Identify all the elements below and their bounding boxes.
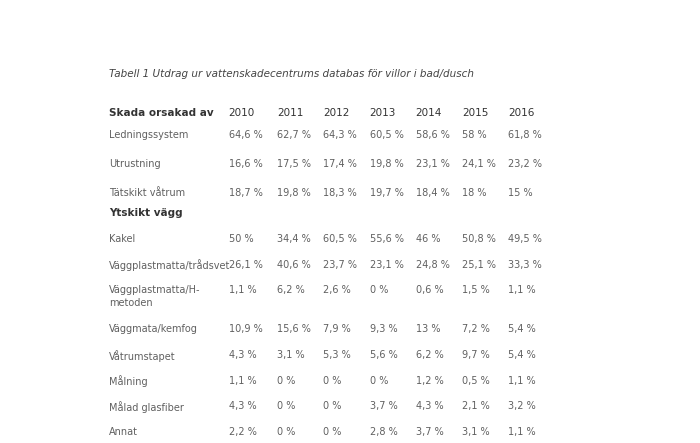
Text: 46 %: 46 % [416, 234, 440, 244]
Text: 40,6 %: 40,6 % [277, 260, 311, 269]
Text: 2015: 2015 [462, 108, 488, 118]
Text: 19,8 %: 19,8 % [370, 159, 403, 169]
Text: 3,2 %: 3,2 % [508, 401, 536, 411]
Text: 6,2 %: 6,2 % [416, 350, 444, 360]
Text: 1,2 %: 1,2 % [416, 376, 444, 385]
Text: 17,4 %: 17,4 % [323, 159, 358, 169]
Text: 15,6 %: 15,6 % [277, 324, 312, 334]
Text: 13 %: 13 % [416, 324, 440, 334]
Text: 1,1 %: 1,1 % [508, 427, 536, 437]
Text: 5,4 %: 5,4 % [508, 350, 536, 360]
Text: 4,3 %: 4,3 % [228, 401, 256, 411]
Text: 4,3 %: 4,3 % [416, 401, 443, 411]
Text: 24,1 %: 24,1 % [462, 159, 496, 169]
Text: 4,3 %: 4,3 % [228, 350, 256, 360]
Text: 5,4 %: 5,4 % [508, 324, 536, 334]
Text: 60,5 %: 60,5 % [370, 130, 403, 140]
Text: 34,4 %: 34,4 % [277, 234, 311, 244]
Text: 15 %: 15 % [508, 188, 533, 198]
Text: 23,1 %: 23,1 % [370, 260, 403, 269]
Text: 0 %: 0 % [370, 376, 388, 385]
Text: Väggplastmatta/H-
metoden: Väggplastmatta/H- metoden [109, 285, 201, 308]
Text: 3,7 %: 3,7 % [370, 401, 398, 411]
Text: 26,1 %: 26,1 % [228, 260, 262, 269]
Text: 2012: 2012 [323, 108, 350, 118]
Text: 60,5 %: 60,5 % [323, 234, 358, 244]
Text: 18,7 %: 18,7 % [228, 188, 262, 198]
Text: 9,3 %: 9,3 % [370, 324, 397, 334]
Text: 0 %: 0 % [370, 285, 388, 295]
Text: 2013: 2013 [370, 108, 396, 118]
Text: 2,6 %: 2,6 % [323, 285, 351, 295]
Text: 0,6 %: 0,6 % [416, 285, 443, 295]
Text: 2011: 2011 [277, 108, 304, 118]
Text: 19,8 %: 19,8 % [277, 188, 311, 198]
Text: 25,1 %: 25,1 % [462, 260, 496, 269]
Text: 0 %: 0 % [323, 401, 342, 411]
Text: Våtrumstapet: Våtrumstapet [109, 350, 176, 362]
Text: 6,2 %: 6,2 % [277, 285, 305, 295]
Text: 58 %: 58 % [462, 130, 486, 140]
Text: Väggmata/kemfog: Väggmata/kemfog [109, 324, 198, 334]
Text: Tabell 1 Utdrag ur vattenskadecentrums databas för villor i bad/dusch: Tabell 1 Utdrag ur vattenskadecentrums d… [109, 69, 474, 78]
Text: 23,2 %: 23,2 % [508, 159, 542, 169]
Text: 1,1 %: 1,1 % [228, 376, 256, 385]
Text: Väggplastmatta/trådsvet: Väggplastmatta/trådsvet [109, 260, 230, 272]
Text: Skada orsakad av: Skada orsakad av [109, 108, 214, 118]
Text: 61,8 %: 61,8 % [508, 130, 542, 140]
Text: 0,5 %: 0,5 % [462, 376, 489, 385]
Text: 1,1 %: 1,1 % [508, 376, 536, 385]
Text: 33,3 %: 33,3 % [508, 260, 542, 269]
Text: 64,3 %: 64,3 % [323, 130, 357, 140]
Text: 18,4 %: 18,4 % [416, 188, 449, 198]
Text: 3,1 %: 3,1 % [462, 427, 489, 437]
Text: Ytskikt vägg: Ytskikt vägg [109, 208, 183, 218]
Text: Annat: Annat [109, 427, 138, 437]
Text: 55,6 %: 55,6 % [370, 234, 404, 244]
Text: Målad glasfiber: Målad glasfiber [109, 401, 184, 413]
Text: 23,1 %: 23,1 % [416, 159, 449, 169]
Text: 2014: 2014 [416, 108, 442, 118]
Text: 2010: 2010 [228, 108, 255, 118]
Text: Kakel: Kakel [109, 234, 135, 244]
Text: 5,6 %: 5,6 % [370, 350, 398, 360]
Text: 7,2 %: 7,2 % [462, 324, 490, 334]
Text: Tätskikt våtrum: Tätskikt våtrum [109, 188, 186, 198]
Text: 17,5 %: 17,5 % [277, 159, 312, 169]
Text: 0 %: 0 % [323, 427, 342, 437]
Text: 3,7 %: 3,7 % [416, 427, 444, 437]
Text: 1,5 %: 1,5 % [462, 285, 489, 295]
Text: 0 %: 0 % [277, 376, 295, 385]
Text: 62,7 %: 62,7 % [277, 130, 312, 140]
Text: 9,7 %: 9,7 % [462, 350, 489, 360]
Text: 19,7 %: 19,7 % [370, 188, 403, 198]
Text: 23,7 %: 23,7 % [323, 260, 358, 269]
Text: 58,6 %: 58,6 % [416, 130, 449, 140]
Text: 3,1 %: 3,1 % [277, 350, 305, 360]
Text: Målning: Målning [109, 376, 148, 388]
Text: 0 %: 0 % [277, 427, 295, 437]
Text: 2,2 %: 2,2 % [228, 427, 256, 437]
Text: 5,3 %: 5,3 % [323, 350, 351, 360]
Text: 50 %: 50 % [228, 234, 253, 244]
Text: 0 %: 0 % [323, 376, 342, 385]
Text: 2,8 %: 2,8 % [370, 427, 398, 437]
Text: Utrustning: Utrustning [109, 159, 161, 169]
Text: 49,5 %: 49,5 % [508, 234, 542, 244]
Text: 2016: 2016 [508, 108, 534, 118]
Text: 10,9 %: 10,9 % [228, 324, 262, 334]
Text: 7,9 %: 7,9 % [323, 324, 351, 334]
Text: 1,1 %: 1,1 % [228, 285, 256, 295]
Text: 2,1 %: 2,1 % [462, 401, 489, 411]
Text: 0 %: 0 % [277, 401, 295, 411]
Text: 18 %: 18 % [462, 188, 486, 198]
Text: 24,8 %: 24,8 % [416, 260, 449, 269]
Text: 64,6 %: 64,6 % [228, 130, 262, 140]
Text: Ledningssystem: Ledningssystem [109, 130, 188, 140]
Text: 16,6 %: 16,6 % [228, 159, 262, 169]
Text: 50,8 %: 50,8 % [462, 234, 496, 244]
Text: 18,3 %: 18,3 % [323, 188, 357, 198]
Text: 1,1 %: 1,1 % [508, 285, 536, 295]
